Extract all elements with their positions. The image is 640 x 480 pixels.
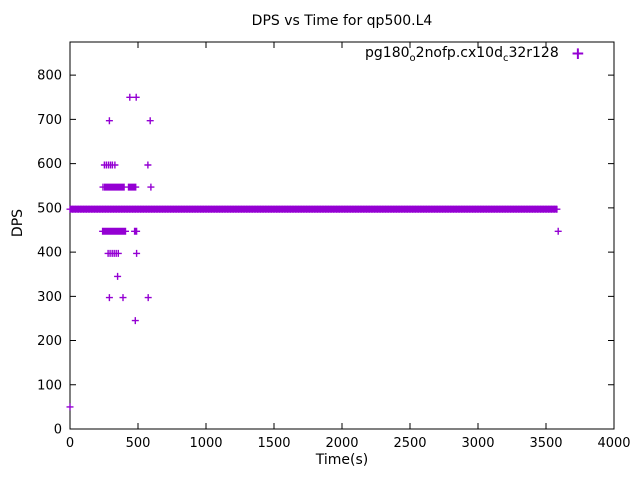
- y-tick-label: 700: [37, 113, 62, 128]
- legend-series-label: pg180o2nofp.cx10dc32r128: [365, 45, 559, 64]
- legend: pg180o2nofp.cx10dc32r128 +: [365, 45, 585, 64]
- x-tick-label: 1500: [257, 436, 290, 451]
- x-tick-label: 4000: [597, 436, 630, 451]
- y-tick-label: 0: [54, 423, 62, 438]
- legend-plus-marker: +: [570, 43, 585, 64]
- x-tick-label: 2500: [393, 436, 426, 451]
- x-axis-label: Time(s): [315, 452, 369, 468]
- plot-border: [69, 41, 615, 430]
- x-tick-label: 500: [126, 436, 151, 451]
- chart-title: DPS vs Time for qp500.L4: [251, 13, 433, 29]
- y-tick-label: 400: [37, 246, 62, 261]
- y-tick-label: 100: [37, 378, 62, 393]
- x-tick-label: 1000: [189, 436, 222, 451]
- x-tick-label: 2000: [325, 436, 358, 451]
- x-tick-label: 3000: [461, 436, 494, 451]
- x-tick-label: 0: [66, 436, 74, 451]
- y-tick-label: 300: [37, 290, 62, 305]
- y-tick-label: 600: [37, 157, 62, 172]
- y-tick-label: 200: [37, 334, 62, 349]
- data-points: [66, 93, 562, 411]
- y-tick-label: 800: [37, 69, 62, 84]
- y-tick-label: 500: [37, 201, 62, 216]
- x-tick-label: 3500: [529, 436, 562, 451]
